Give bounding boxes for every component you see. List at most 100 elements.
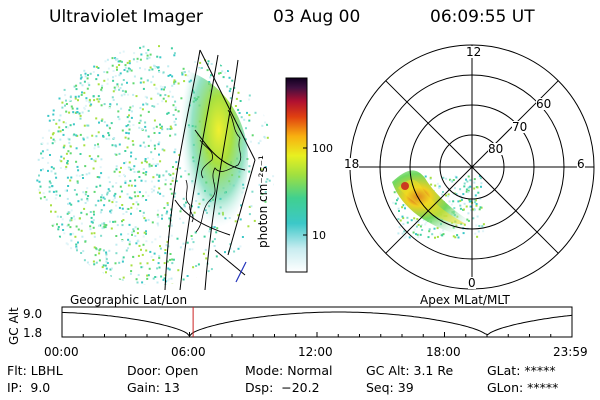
image-pixel [101,266,104,269]
image-pixel [66,176,69,179]
image-pixel [124,90,127,93]
image-pixel [78,217,81,220]
image-pixel [452,200,455,203]
image-pixel [169,253,172,255]
image-pixel [224,71,227,74]
image-pixel [159,160,162,163]
image-pixel [152,75,154,78]
image-pixel [457,236,460,239]
image-pixel [128,243,131,246]
image-pixel [394,202,397,205]
image-pixel [167,267,170,270]
image-pixel [417,221,420,224]
image-pixel [431,233,434,236]
image-pixel [88,101,91,104]
image-pixel [124,136,127,139]
image-pixel [192,266,195,269]
image-pixel [170,234,173,237]
image-pixel [122,276,125,279]
image-pixel [93,263,96,266]
image-pixel [54,197,57,200]
image-pixel [110,267,113,270]
image-pixel [60,155,63,158]
image-pixel [62,133,65,136]
image-pixel [69,96,72,99]
image-pixel [135,242,138,245]
image-pixel [237,214,240,217]
image-pixel [92,95,95,98]
image-pixel [398,226,401,229]
image-pixel [186,275,189,277]
image-pixel [77,169,80,172]
image-pixel [73,85,76,88]
image-pixel [121,260,124,263]
image-pixel [224,251,226,254]
image-pixel [158,175,161,178]
image-pixel [473,198,476,201]
info-glat: GLat: ***** [487,363,556,378]
image-pixel [133,75,136,78]
image-pixel [109,210,112,213]
image-pixel [475,203,478,205]
image-pixel [134,157,137,160]
image-pixel [202,252,205,255]
image-pixel [248,165,251,168]
image-pixel [159,245,161,248]
image-pixel [59,159,62,162]
image-pixel [84,202,87,204]
image-pixel [260,168,263,171]
image-pixel [98,98,101,101]
image-pixel [102,264,105,267]
image-pixel [73,133,76,136]
image-pixel [79,77,82,80]
image-pixel [63,88,66,91]
image-pixel [161,217,163,220]
image-pixel [123,69,126,71]
image-pixel [142,211,145,214]
image-pixel [474,201,477,204]
image-pixel [83,106,86,109]
image-pixel [112,79,115,82]
image-pixel [152,277,155,280]
image-pixel [462,193,465,196]
header-date: 03 Aug 00 [273,7,361,27]
image-pixel [126,193,129,196]
image-pixel [108,127,111,130]
image-pixel [85,213,88,216]
image-pixel [165,100,167,103]
image-pixel [63,144,66,147]
image-pixel [110,211,113,214]
image-pixel [86,197,89,200]
image-pixel [144,68,147,71]
image-pixel [139,144,142,147]
image-pixel [430,183,433,186]
image-pixel [81,91,83,94]
image-pixel [170,222,173,225]
image-pixel [106,262,109,264]
image-pixel [404,207,406,210]
image-pixel [118,88,121,91]
image-pixel [419,225,422,228]
image-pixel [160,88,163,91]
image-pixel [110,122,113,125]
image-pixel [476,215,479,218]
image-pixel [119,60,122,63]
image-pixel [143,231,146,234]
image-pixel [114,220,117,223]
image-pixel [137,274,140,276]
image-pixel [77,241,79,244]
image-pixel [234,105,237,107]
image-pixel [425,221,428,224]
image-pixel [481,225,484,228]
image-pixel [88,264,91,267]
image-pixel [75,174,78,177]
image-pixel [66,197,69,200]
image-pixel [112,198,115,201]
image-pixel [428,228,431,231]
image-pixel [146,57,149,60]
image-pixel [52,109,55,112]
image-pixel [95,185,98,188]
image-pixel [104,264,107,267]
image-pixel [158,71,161,73]
image-pixel [100,90,103,92]
